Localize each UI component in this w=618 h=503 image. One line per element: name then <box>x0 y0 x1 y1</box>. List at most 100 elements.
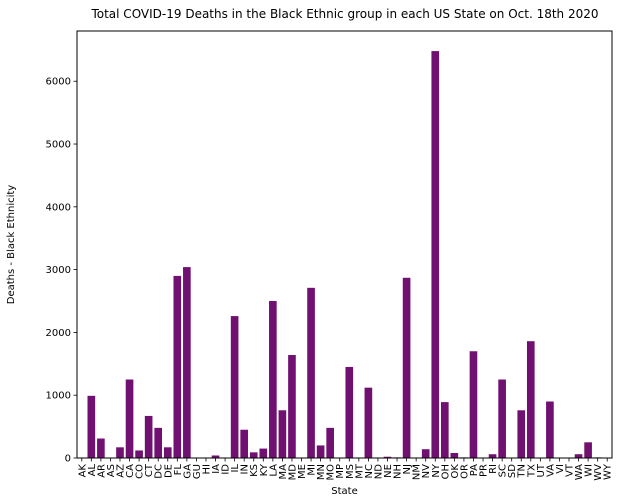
x-tick-label: NM <box>412 464 423 480</box>
x-tick-label: IA <box>211 464 222 474</box>
bar-al <box>87 395 96 458</box>
x-tick-label: FL <box>173 464 184 476</box>
x-tick-label: AR <box>96 464 107 478</box>
x-tick-label: AS <box>106 464 117 477</box>
x-tick-label: ME <box>297 464 308 479</box>
bar-ky <box>259 448 268 458</box>
x-tick-label: TX <box>526 464 537 478</box>
x-tick-label: SC <box>498 464 509 477</box>
bars-group <box>87 51 602 459</box>
x-tick-label: NV <box>421 464 432 478</box>
bar-nv <box>421 449 430 458</box>
bar-de <box>163 447 172 458</box>
chart-title: Total COVID-19 Deaths in the Black Ethni… <box>90 7 598 21</box>
x-tick-label: KS <box>249 464 260 477</box>
bar-sc <box>498 379 506 458</box>
x-tick-label: AL <box>87 464 98 477</box>
bar-co <box>135 450 143 458</box>
x-tick-label: HI <box>201 464 212 474</box>
x-tick-label: IN <box>240 464 251 474</box>
bar-md <box>288 355 296 458</box>
bar-ks <box>249 452 258 458</box>
bar-wi <box>584 442 592 458</box>
x-tick-label: WI <box>584 464 595 477</box>
y-tick-label: 0 <box>65 454 71 465</box>
bar-tx <box>526 341 535 458</box>
bar-ri <box>488 454 497 458</box>
bar-ga <box>183 267 191 458</box>
y-axis-title: Deaths - Black Ethnicity <box>6 185 17 305</box>
bar-mo <box>326 427 334 458</box>
y-tick-label: 2000 <box>46 328 71 339</box>
y-tick-label: 1000 <box>46 391 71 402</box>
x-tick-label: NY <box>431 463 442 477</box>
x-tick-label: MD <box>287 464 298 481</box>
x-tick-label: WA <box>574 464 585 480</box>
bar-ca <box>125 379 134 458</box>
y-tick-label: 4000 <box>46 202 71 213</box>
x-tick-label: NE <box>383 464 394 478</box>
bar-ia <box>211 455 220 458</box>
x-tick-label: LA <box>268 464 279 477</box>
x-tick-label: NC <box>364 464 375 478</box>
x-tick-label: DE <box>163 464 174 478</box>
bar-il <box>230 316 239 458</box>
x-tick-label: ID <box>221 464 232 475</box>
x-tick-label: PR <box>479 464 490 477</box>
bar-va <box>546 401 554 458</box>
x-tick-label: NJ <box>402 464 413 474</box>
y-axis: 0 1000 2000 3000 4000 5000 6000 <box>46 77 77 465</box>
x-axis-title: State <box>331 486 357 497</box>
x-tick-label: TN <box>517 464 528 479</box>
bar-ny <box>431 51 440 459</box>
bar-ma <box>278 410 287 458</box>
bar-tn <box>517 410 526 458</box>
x-tick-label: MA <box>278 464 289 480</box>
x-tick-label: ND <box>373 464 384 479</box>
x-tick-label: AZ <box>115 464 126 478</box>
x-tick-label: MS <box>345 464 356 479</box>
bar-nc <box>364 387 373 458</box>
x-tick-label: VI <box>555 464 566 474</box>
x-tick-label: VT <box>565 463 576 477</box>
x-tick-label: OR <box>459 464 470 479</box>
x-tick-label: GU <box>192 464 203 479</box>
x-tick-label: NH <box>393 464 404 479</box>
x-tick-label: SD <box>507 464 518 478</box>
bar-oh <box>440 402 449 458</box>
bar-mn <box>316 445 325 458</box>
bar-ms <box>345 366 354 458</box>
bar-fl <box>173 275 182 458</box>
bar-dc <box>154 427 163 458</box>
x-tick-label: MO <box>326 464 337 481</box>
x-tick-label: VA <box>545 464 556 477</box>
bar-in <box>240 429 249 458</box>
bar-ar <box>97 438 105 458</box>
bar-mi <box>307 287 315 458</box>
x-tick-label: KY <box>259 463 270 476</box>
x-tick-label: RI <box>488 464 499 474</box>
x-tick-label: GA <box>182 464 193 479</box>
x-tick-label: OK <box>450 464 461 479</box>
y-tick-label: 5000 <box>46 140 71 151</box>
bar-nj <box>402 277 411 458</box>
y-tick-label: 3000 <box>46 265 71 276</box>
x-tick-label: AK <box>77 464 88 478</box>
x-tick-label: OH <box>440 464 451 479</box>
x-axis: AKALARASAZCACOCTDCDEFLGAGUHIIAIDILINKSKY… <box>77 458 614 481</box>
x-tick-label: MN <box>316 464 327 480</box>
x-tick-label: WY <box>603 463 614 480</box>
x-tick-label: IL <box>230 464 241 473</box>
x-tick-label: CO <box>135 464 146 479</box>
plot-frame <box>76 30 613 459</box>
y-tick-label: 6000 <box>46 77 71 88</box>
x-tick-label: MI <box>307 464 318 476</box>
bar-ct <box>144 415 153 458</box>
bar-wa <box>574 454 583 458</box>
bar-ok <box>450 452 459 458</box>
bar-ne <box>383 456 392 458</box>
x-tick-label: PA <box>469 464 480 476</box>
x-tick-label: MT <box>354 463 365 479</box>
bar-la <box>269 301 277 458</box>
